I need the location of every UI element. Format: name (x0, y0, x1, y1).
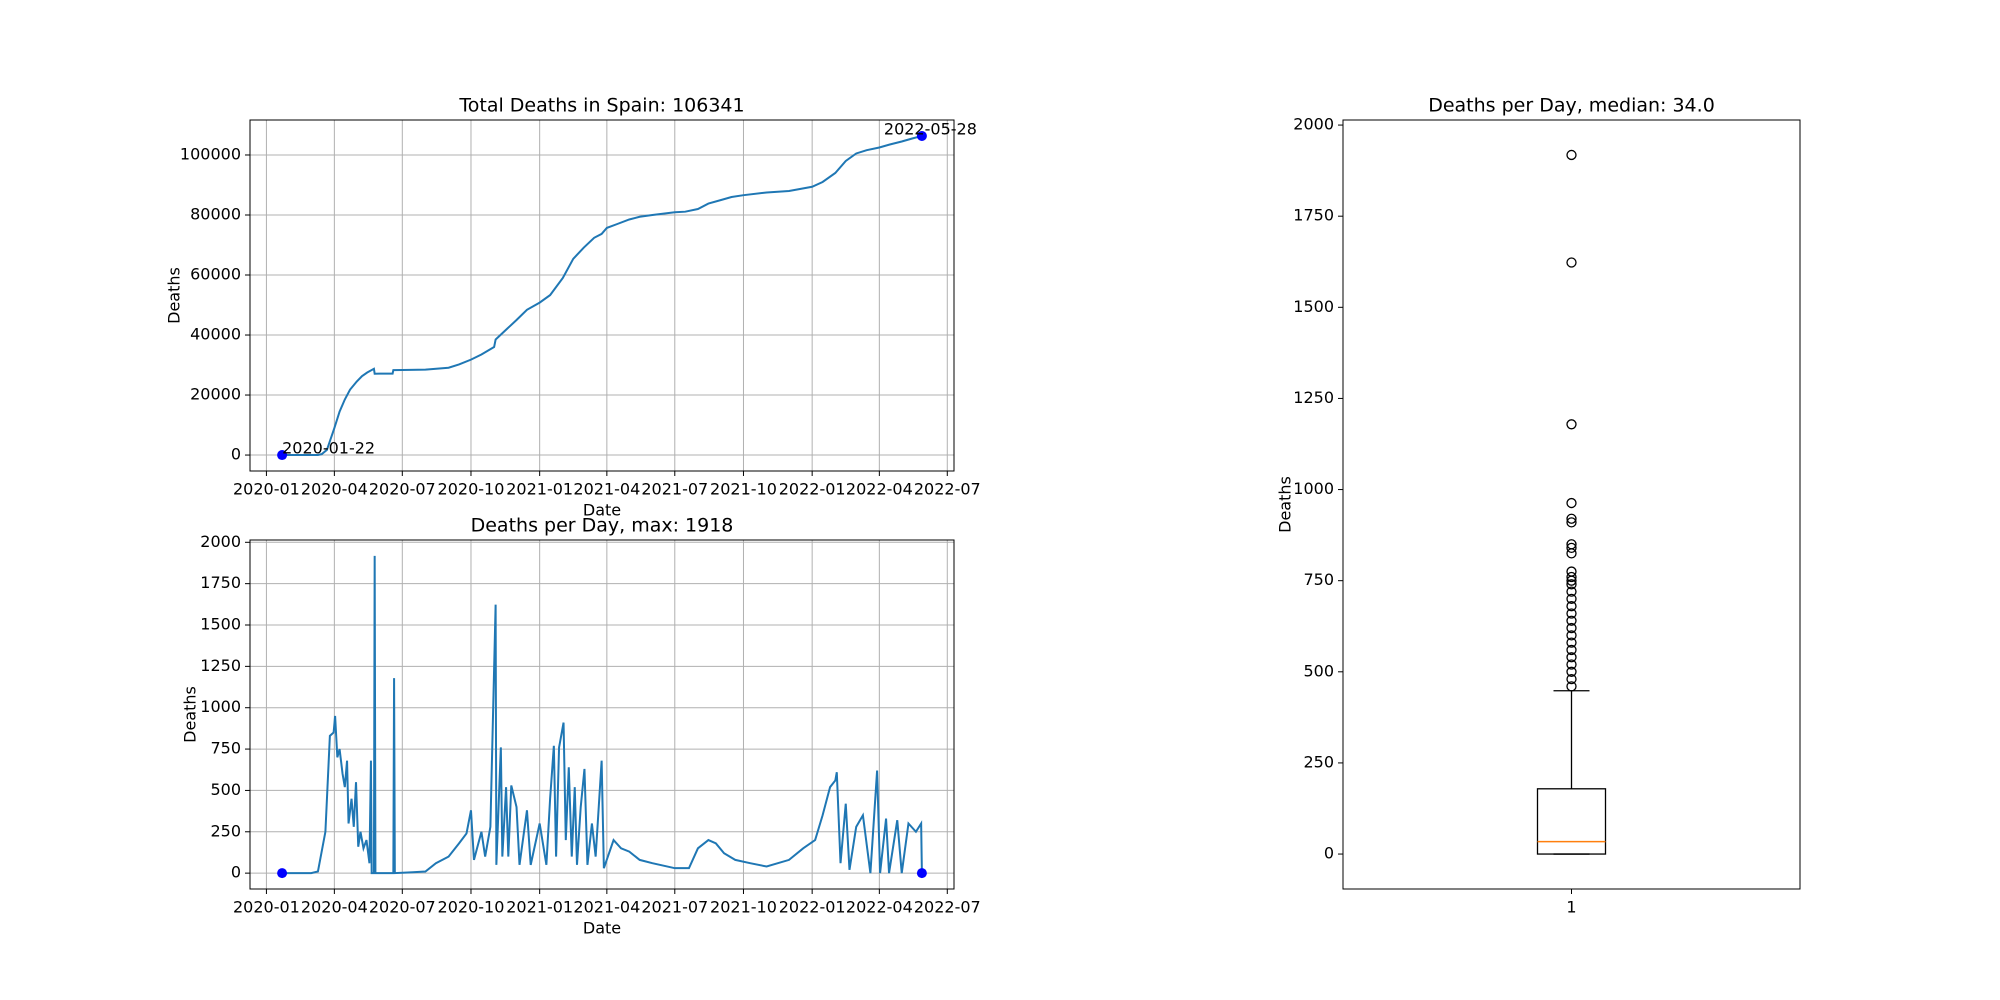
y-tick-label: 1250 (200, 656, 241, 675)
x-tick-label: 2020-10 (438, 480, 505, 499)
y-tick-label: 0 (231, 445, 241, 464)
x-tick-label: 2020-10 (438, 898, 505, 917)
y-tick-label: 1500 (1293, 297, 1334, 316)
y-tick-label: 0 (1324, 844, 1334, 863)
x-tick-label: 2022-04 (846, 898, 913, 917)
end-marker (916, 868, 927, 879)
end-marker (277, 450, 288, 461)
y-tick-label: 20000 (190, 385, 241, 404)
outlier (1566, 630, 1577, 641)
y-tick-label: 2000 (200, 532, 241, 551)
y-tick-label: 1750 (1293, 206, 1334, 225)
y-tick-label: 750 (1303, 570, 1334, 589)
outlier (1566, 586, 1577, 597)
data-line (282, 134, 923, 457)
x-axis-label: Date (583, 501, 621, 520)
outlier (1566, 637, 1577, 648)
chart-title: Deaths per Day, median: 34.0 (1428, 95, 1715, 117)
x-tick-label: 2020-07 (369, 480, 436, 499)
x-tick-label: 2022-07 (914, 480, 981, 499)
outlier (1566, 419, 1577, 430)
x-tick-label: 2022-04 (846, 480, 913, 499)
outlier (1566, 579, 1577, 590)
outlier (1566, 666, 1577, 677)
x-tick-label: 2021-01 (506, 898, 573, 917)
outlier (1566, 615, 1577, 626)
outlier (1566, 149, 1577, 161)
outlier (1566, 659, 1577, 670)
outlier (1566, 571, 1577, 583)
outlier (1566, 673, 1577, 685)
outlier (1566, 593, 1577, 605)
y-tick-label: 1000 (200, 697, 241, 716)
x-tick-label: 2022-01 (779, 898, 846, 917)
chart-title: Deaths per Day, max: 1918 (471, 515, 734, 537)
x-tick-label: 2020-07 (369, 898, 436, 917)
y-tick-label: 0 (231, 863, 241, 882)
x-tick-label: 2020-04 (301, 480, 368, 499)
y-axis-label: Deaths (1276, 476, 1295, 533)
x-tick-label: 2021-07 (641, 480, 708, 499)
y-tick-label: 750 (210, 739, 241, 758)
y-tick-label: 60000 (190, 265, 241, 284)
x-tick-label: 2021-10 (710, 898, 777, 917)
outlier (1566, 517, 1577, 528)
end-marker (916, 130, 927, 141)
outlier (1566, 548, 1577, 559)
y-tick-label: 80000 (190, 204, 241, 223)
y-tick-label: 100000 (180, 144, 241, 163)
y-tick-label: 40000 (190, 325, 241, 344)
outlier (1566, 513, 1577, 524)
axes-frame (249, 119, 955, 472)
y-tick-label: 1750 (200, 573, 241, 592)
y-tick-label: 250 (210, 821, 241, 840)
y-tick-label: 500 (1303, 661, 1334, 680)
axes-frame (249, 539, 955, 890)
x-axis-label: Date (583, 919, 621, 938)
x-tick-label: 2022-01 (779, 480, 846, 499)
x-tick-label: 2021-04 (573, 898, 640, 917)
x-tick-label: 2022-07 (914, 898, 981, 917)
x-tick-label: 2021-04 (573, 480, 640, 499)
outlier (1566, 652, 1577, 663)
x-tick-label: 2021-07 (641, 898, 708, 917)
y-tick-label: 1500 (200, 615, 241, 634)
x-tick-label: 2021-01 (506, 480, 573, 499)
y-tick-label: 1250 (1293, 388, 1334, 407)
annotation: 2020-01-22 (282, 439, 375, 458)
box (1536, 788, 1607, 855)
x-tick-label: 2020-01 (233, 480, 300, 499)
outlier (1566, 622, 1577, 634)
x-tick-label: 2020-01 (233, 898, 300, 917)
y-tick-label: 250 (1303, 752, 1334, 771)
y-axis-label: Deaths (165, 267, 184, 324)
data-line (282, 555, 923, 875)
outlier (1566, 575, 1577, 586)
end-marker (277, 868, 288, 879)
y-tick-label: 500 (210, 780, 241, 799)
outlier (1566, 601, 1577, 612)
axes-frame (1342, 119, 1801, 890)
y-tick-label: 2000 (1293, 115, 1334, 134)
outlier (1566, 608, 1577, 619)
annotation: 2022-05-28 (884, 119, 977, 138)
y-axis-label: Deaths (181, 686, 200, 743)
x-tick-label: 1 (1566, 898, 1576, 917)
y-tick-label: 1000 (1293, 479, 1334, 498)
x-tick-label: 2021-10 (710, 480, 777, 499)
x-tick-label: 2020-04 (301, 898, 368, 917)
outlier (1566, 644, 1577, 656)
chart-title: Total Deaths in Spain: 106341 (458, 95, 744, 117)
outlier (1566, 497, 1577, 509)
outlier (1566, 681, 1577, 692)
outlier (1566, 257, 1577, 268)
outlier (1566, 542, 1577, 554)
